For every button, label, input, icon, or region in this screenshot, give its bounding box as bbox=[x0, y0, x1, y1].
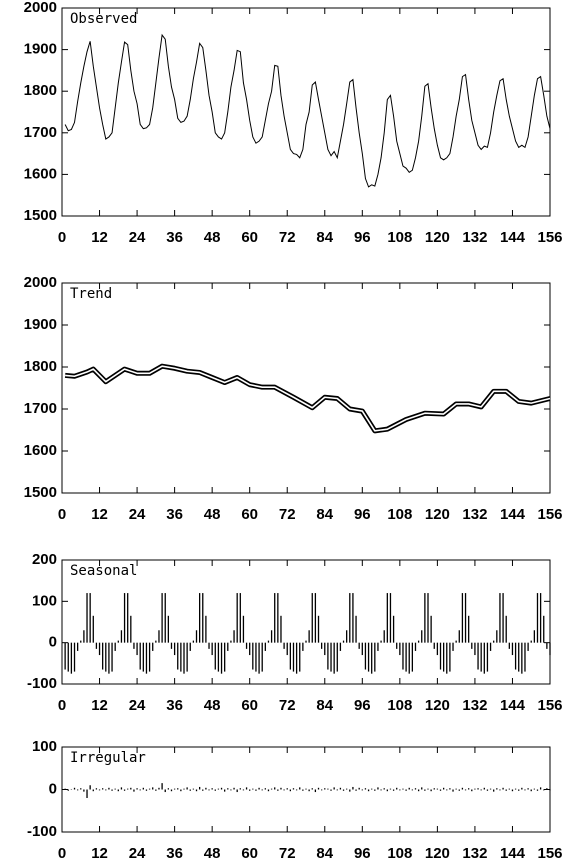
x-tick-label: 12 bbox=[91, 845, 108, 860]
x-tick-label: 156 bbox=[537, 229, 562, 246]
x-tick-label: 12 bbox=[91, 229, 108, 246]
y-tick-label: 100 bbox=[32, 738, 57, 755]
x-tick-label: 72 bbox=[279, 697, 296, 714]
x-tick-label: 60 bbox=[241, 229, 258, 246]
x-tick-label: 0 bbox=[58, 845, 66, 860]
x-tick-label: 0 bbox=[58, 697, 66, 714]
x-tick-label: 144 bbox=[500, 506, 526, 523]
trend-line-outer bbox=[64, 363, 551, 434]
y-tick-label: 1500 bbox=[24, 484, 57, 501]
y-tick-label: 1700 bbox=[24, 124, 57, 141]
x-tick-label: 132 bbox=[462, 845, 487, 860]
y-tick-label: 1500 bbox=[24, 207, 57, 224]
panel-title: Trend bbox=[70, 286, 112, 302]
x-tick-label: 96 bbox=[354, 229, 371, 246]
x-tick-label: 144 bbox=[500, 845, 526, 860]
x-tick-label: 60 bbox=[241, 697, 258, 714]
y-tick-label: 1600 bbox=[24, 165, 57, 182]
x-tick-label: 0 bbox=[58, 506, 66, 523]
x-tick-label: 96 bbox=[354, 506, 371, 523]
x-tick-label: 120 bbox=[425, 229, 450, 246]
x-tick-label: 48 bbox=[204, 697, 221, 714]
x-tick-label: 132 bbox=[462, 229, 487, 246]
x-tick-label: 12 bbox=[91, 697, 108, 714]
panel-title: Irregular bbox=[70, 750, 146, 766]
x-tick-label: 72 bbox=[279, 845, 296, 860]
x-tick-label: 120 bbox=[425, 506, 450, 523]
x-tick-label: 84 bbox=[316, 229, 333, 246]
x-tick-label: 72 bbox=[279, 229, 296, 246]
y-tick-label: -100 bbox=[27, 823, 57, 840]
x-tick-label: 48 bbox=[204, 506, 221, 523]
y-tick-label: 1900 bbox=[24, 316, 57, 333]
y-tick-label: 1900 bbox=[24, 41, 57, 58]
y-tick-label: 1600 bbox=[24, 442, 57, 459]
x-tick-label: 12 bbox=[91, 506, 108, 523]
x-tick-label: 108 bbox=[387, 845, 412, 860]
x-tick-label: 48 bbox=[204, 845, 221, 860]
x-tick-label: 120 bbox=[425, 697, 450, 714]
y-tick-label: -100 bbox=[27, 675, 57, 692]
x-tick-label: 72 bbox=[279, 506, 296, 523]
x-tick-label: 120 bbox=[425, 845, 450, 860]
x-tick-label: 60 bbox=[241, 506, 258, 523]
x-tick-label: 84 bbox=[316, 697, 333, 714]
x-tick-label: 144 bbox=[500, 697, 526, 714]
panel-title: Seasonal bbox=[70, 563, 137, 579]
x-tick-label: 156 bbox=[537, 697, 562, 714]
x-tick-label: 156 bbox=[537, 506, 562, 523]
x-tick-label: 84 bbox=[316, 845, 333, 860]
x-tick-label: 36 bbox=[166, 229, 183, 246]
plot-frame bbox=[61, 282, 551, 494]
x-tick-label: 36 bbox=[166, 506, 183, 523]
y-tick-label: 0 bbox=[49, 634, 57, 651]
x-tick-label: 108 bbox=[387, 697, 412, 714]
x-tick-label: 84 bbox=[316, 506, 333, 523]
y-tick-label: 1700 bbox=[24, 400, 57, 417]
plot-frame bbox=[61, 7, 551, 217]
x-tick-label: 108 bbox=[387, 506, 412, 523]
y-tick-label: 1800 bbox=[24, 82, 57, 99]
x-tick-label: 96 bbox=[354, 845, 371, 860]
y-tick-label: 100 bbox=[32, 592, 57, 609]
x-tick-label: 132 bbox=[462, 697, 487, 714]
x-tick-label: 36 bbox=[166, 697, 183, 714]
plot-frame bbox=[61, 559, 551, 685]
y-tick-label: 0 bbox=[49, 780, 57, 797]
y-tick-label: 2000 bbox=[24, 0, 57, 16]
y-tick-label: 200 bbox=[32, 551, 57, 568]
y-tick-label: 2000 bbox=[24, 274, 57, 291]
panel-title: Observed bbox=[70, 11, 137, 27]
x-tick-label: 24 bbox=[129, 506, 146, 523]
x-tick-label: 24 bbox=[129, 697, 146, 714]
x-tick-label: 96 bbox=[354, 697, 371, 714]
x-tick-label: 36 bbox=[166, 845, 183, 860]
x-tick-label: 0 bbox=[58, 229, 66, 246]
x-tick-label: 48 bbox=[204, 229, 221, 246]
x-tick-label: 108 bbox=[387, 229, 412, 246]
x-tick-label: 24 bbox=[129, 229, 146, 246]
x-tick-label: 156 bbox=[537, 845, 562, 860]
x-tick-label: 24 bbox=[129, 845, 146, 860]
trend-line-inner bbox=[65, 365, 551, 432]
x-tick-label: 144 bbox=[500, 229, 526, 246]
y-tick-label: 1800 bbox=[24, 358, 57, 375]
x-tick-label: 132 bbox=[462, 506, 487, 523]
series-line bbox=[64, 33, 551, 188]
x-tick-label: 60 bbox=[241, 845, 258, 860]
